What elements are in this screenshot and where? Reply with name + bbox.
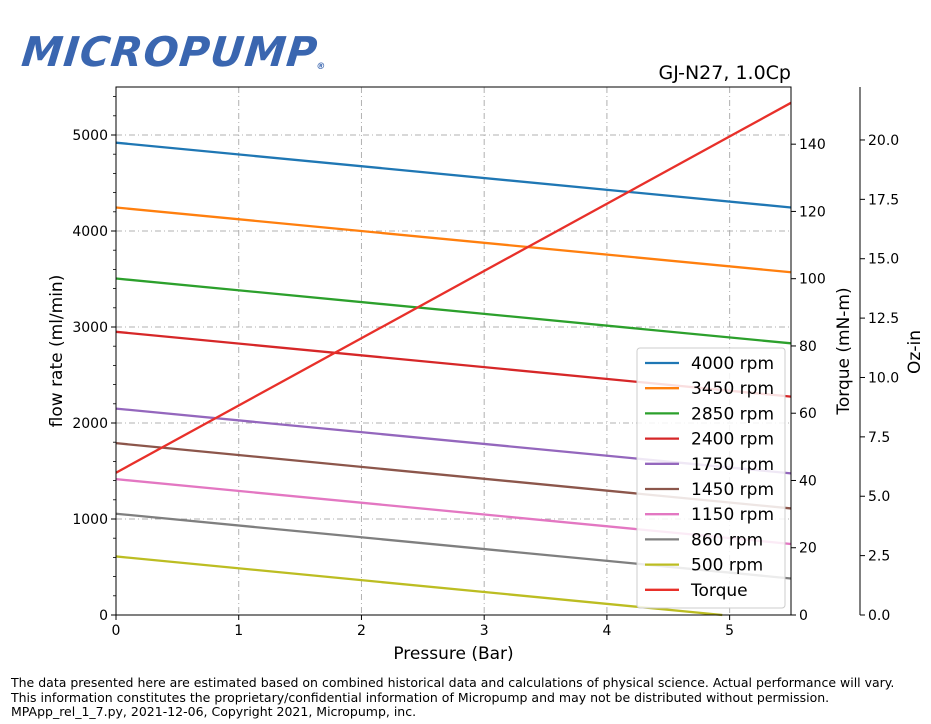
legend-label-2: 2850 rpm [691,404,774,424]
y-right-tick-label-4: 80 [799,339,817,355]
disclaimer-line-2: This information constitutes the proprie… [11,689,830,705]
y-right-tick-label-2: 40 [799,473,817,489]
chart-title: GJ-N27, 1.0Cp [658,62,791,84]
y-tick-label-4: 4000 [72,224,108,240]
legend-label-3: 2400 rpm [691,430,774,450]
x-tick-label-4: 4 [602,623,611,639]
legend-label-7: 860 rpm [691,530,763,550]
legend-label-0: 4000 rpm [691,354,774,374]
legend-label-8: 500 rpm [691,556,763,576]
disclaimer: The data presented here are estimated ba… [11,675,895,720]
y-right2-tick-label-6: 15.0 [868,252,899,268]
y-axis-label: flow rate (ml/min) [47,275,67,428]
x-tick-label-1: 1 [234,623,243,639]
y-right-tick-label-3: 60 [799,406,817,422]
y-right-tick-label-1: 20 [799,541,817,557]
y-right2-tick-label-2: 5.0 [868,489,890,505]
y-right2-tick-label-1: 2.5 [868,549,890,565]
y-tick-label-3: 3000 [72,320,108,336]
x-tick-label-3: 3 [480,623,489,639]
x-axis-label: Pressure (Bar) [393,644,513,664]
y-tick-label-1: 1000 [72,512,108,528]
x-tick-label-0: 0 [112,623,121,639]
legend-label-5: 1450 rpm [691,480,774,500]
x-tick-label-5: 5 [725,623,734,639]
y-right2-axis-label: Oz-in [905,330,925,374]
y-tick-label-2: 2000 [72,416,108,432]
disclaimer-line-1: The data presented here are estimated ba… [11,675,895,690]
series-line-torque [115,101,792,474]
y-right2-tick-label-3: 7.5 [868,430,890,446]
y-right-tick-label-7: 140 [799,137,826,153]
y-right-tick-label-5: 100 [799,272,826,288]
legend-label-9: Torque [690,581,748,601]
y-right2-tick-label-8: 20.0 [868,133,899,149]
legend-label-4: 1750 rpm [691,455,774,475]
series-line-4000-rpm [115,141,792,209]
y-right2-tick-label-5: 12.5 [868,311,899,327]
legend-label-1: 3450 rpm [691,379,774,399]
y-right-tick-label-0: 0 [799,608,808,624]
plot-frame [115,86,792,616]
y-tick-label-5: 5000 [72,128,108,144]
legend-label-6: 1150 rpm [691,505,774,525]
y-right2-tick-label-0: 0.0 [868,608,890,624]
series-line-500-rpm [115,555,723,617]
x-tick-label-2: 2 [357,623,366,639]
y-right-axis-label: Torque (mN-m) [834,287,854,415]
y-right2-tick-label-7: 17.5 [868,192,899,208]
y-tick-label-0: 0 [99,608,108,624]
y-right-tick-label-6: 120 [799,204,826,220]
disclaimer-line-3: MPApp_rel_1_7.py, 2021-12-06, Copyright … [11,704,417,719]
series-line-3450-rpm [115,206,792,274]
series-line-2850-rpm [115,277,792,345]
y-right2-tick-label-4: 10.0 [868,370,899,386]
